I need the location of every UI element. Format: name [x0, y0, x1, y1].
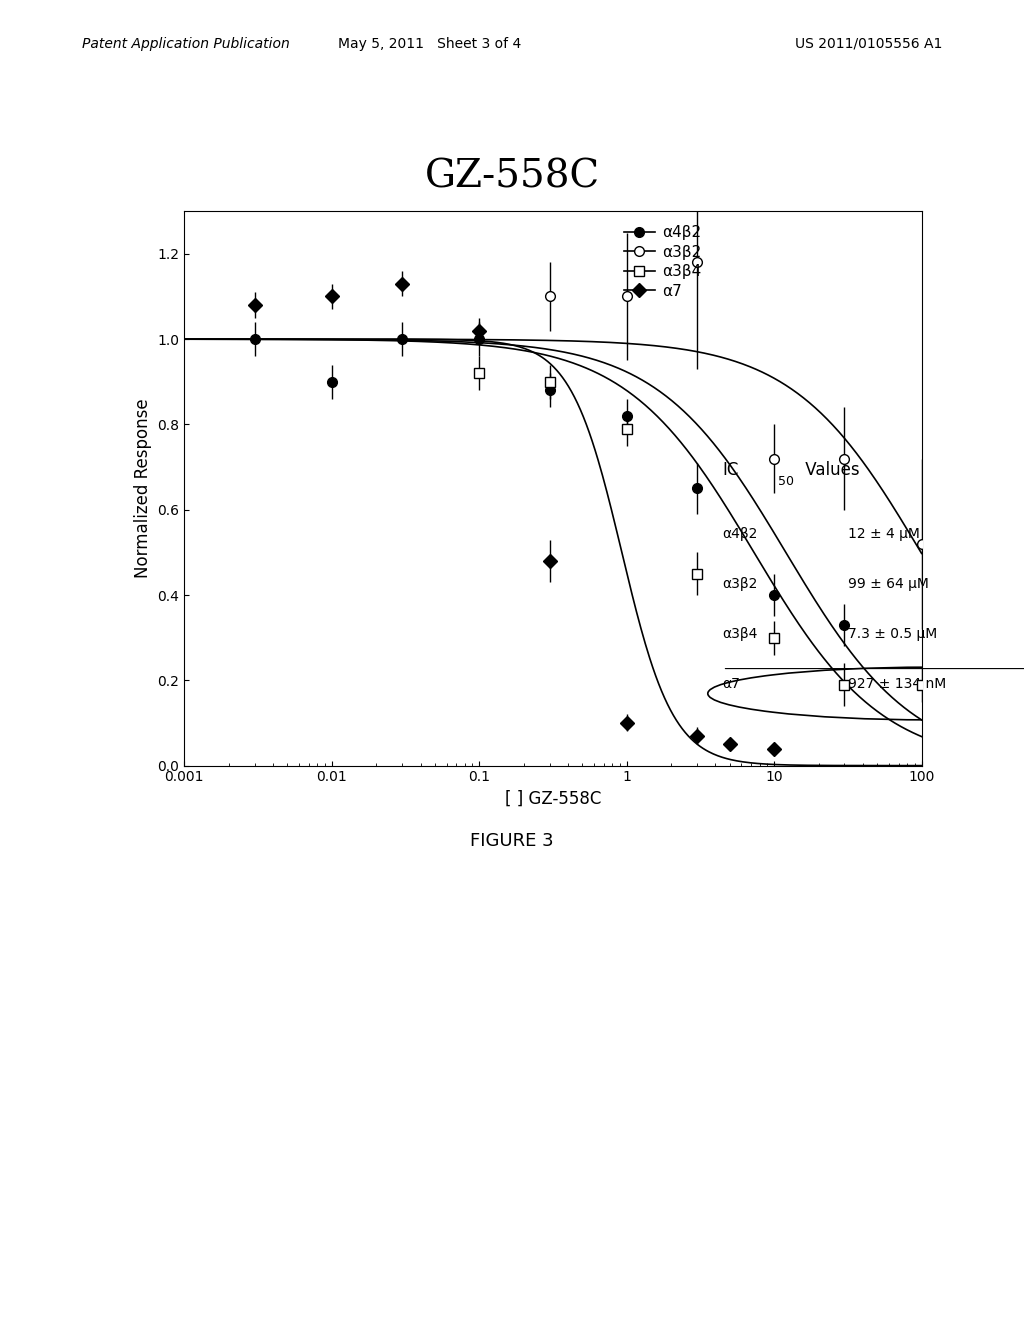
Text: 927 ± 134 nM: 927 ± 134 nM: [848, 677, 946, 690]
Text: 7.3 ± 0.5 μM: 7.3 ± 0.5 μM: [848, 627, 937, 642]
Text: 12 ± 4 μM: 12 ± 4 μM: [848, 527, 920, 541]
Text: Values: Values: [800, 461, 859, 479]
Legend: α4β2, α3β2, α3β4, α7: α4β2, α3β2, α3β4, α7: [617, 219, 708, 305]
Text: α3β4: α3β4: [723, 627, 758, 642]
Text: 99 ± 64 μM: 99 ± 64 μM: [848, 577, 929, 591]
Text: 50: 50: [778, 474, 794, 487]
Text: α7: α7: [723, 677, 740, 690]
Text: May 5, 2011   Sheet 3 of 4: May 5, 2011 Sheet 3 of 4: [339, 37, 521, 51]
Text: Patent Application Publication: Patent Application Publication: [82, 37, 290, 51]
Y-axis label: Normalized Response: Normalized Response: [134, 399, 152, 578]
Text: US 2011/0105556 A1: US 2011/0105556 A1: [795, 37, 942, 51]
Text: α4β2: α4β2: [723, 527, 758, 541]
Text: GZ-558C: GZ-558C: [424, 158, 600, 195]
Text: α3β2: α3β2: [723, 577, 758, 591]
Text: IC: IC: [723, 461, 739, 479]
X-axis label: [ ] GZ-558C: [ ] GZ-558C: [505, 789, 601, 808]
Text: FIGURE 3: FIGURE 3: [470, 832, 554, 850]
